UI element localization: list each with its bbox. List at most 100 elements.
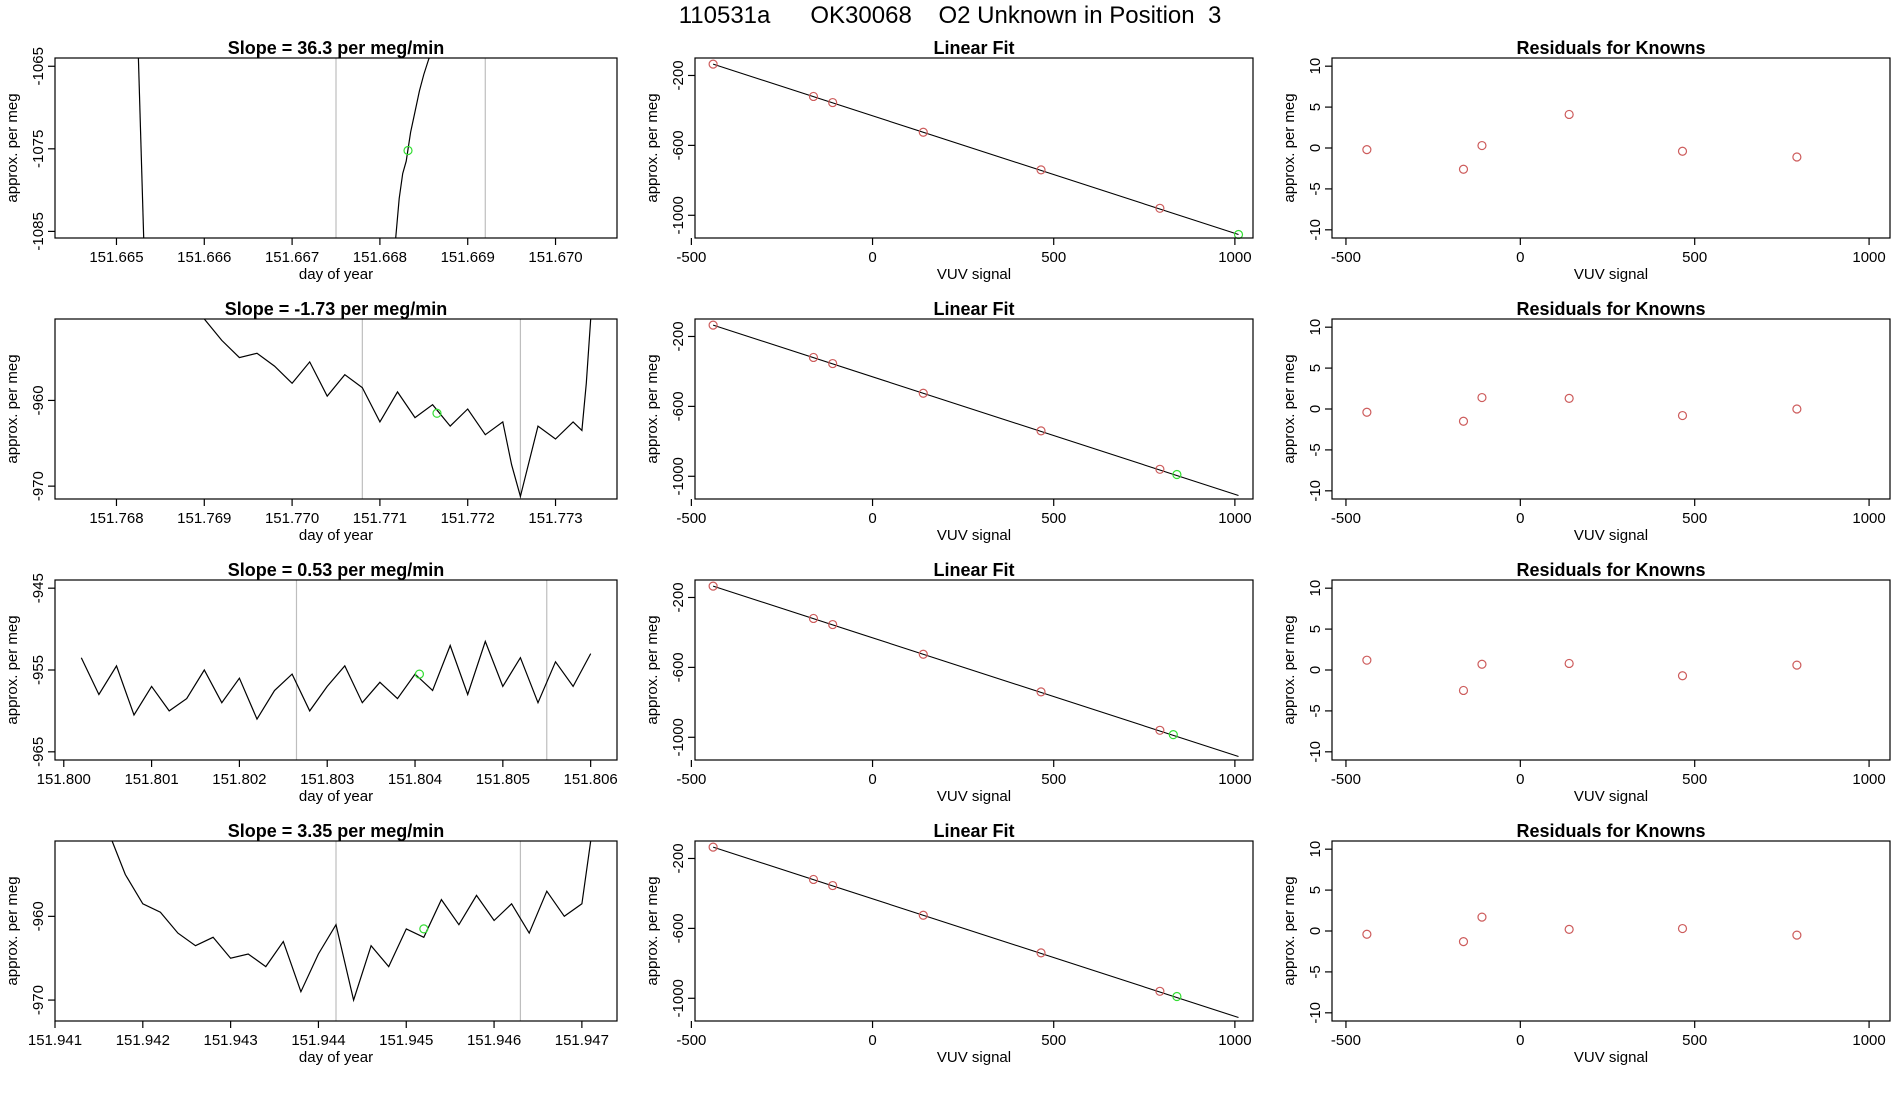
residuals-r2-xtick-label-3: 1000: [1852, 510, 1885, 527]
residuals-r4-title: Residuals for Knowns: [1516, 821, 1705, 841]
linear-fit-r4-known-point-3: [918, 910, 928, 920]
time-series-r1-trace-right: [395, 58, 430, 238]
residuals-r3-ytick-label-4: -10: [1307, 741, 1324, 763]
linear-fit-r4-known-point-2: [828, 880, 838, 891]
time-series-r3-xtick-label-1: 151.801: [124, 771, 178, 788]
residuals-r2-residual-point-2: [1477, 392, 1487, 403]
time-series-r4-xtick-label-2: 151.943: [204, 1032, 258, 1049]
linear-fit-r2-frame: [694, 318, 1254, 500]
linear-fit-r3-fit-line: [712, 585, 1239, 758]
time-series-r2-ytick-label-1: -970: [30, 471, 47, 501]
linear-fit-r4-xtick-label-0: -500: [676, 1032, 706, 1049]
linear-fit-r1-ylabel: approx. per meg: [644, 93, 661, 202]
residuals-r4-residual-point-1: [1458, 937, 1469, 947]
residuals-r3-ylabel: approx. per meg: [1281, 615, 1298, 724]
residuals-r1-residual-point-3: [1564, 109, 1574, 120]
residuals-r4-ytick-label-2: 0: [1307, 927, 1324, 935]
linear-fit-r4-frame: [694, 840, 1254, 1022]
linear-fit-r4-ytick-label-2: -1000: [670, 979, 687, 1017]
time-series-r3-unknown-marker: [414, 669, 425, 679]
time-series-r3-title: Slope = 0.53 per meg/min: [228, 560, 445, 580]
linear-fit-r1-xtick-label-2: 500: [1041, 249, 1066, 266]
linear-fit-r4-ylabel: approx. per meg: [644, 876, 661, 985]
residuals-r3-ytick-label-3: -5: [1307, 704, 1324, 717]
residuals-r3-residual-point-2: [1477, 659, 1487, 669]
time-series-r1-unknown-marker: [403, 145, 413, 156]
residuals-r2-ytick-label-0: 10: [1307, 319, 1324, 336]
linear-fit-r4-known-point-0: [708, 842, 718, 852]
residuals-r1-ytick-label-1: 5: [1307, 103, 1324, 111]
residuals-r1-frame: [1331, 57, 1891, 239]
time-series-r1-ytick-label-1: -1075: [30, 130, 47, 168]
linear-fit-r1-xtick-label-1: 0: [868, 249, 876, 266]
linear-fit-r4-unknown-marker: [1172, 991, 1182, 1002]
time-series-r1-trace-left: [137, 58, 145, 238]
linear-fit-r3-frame: [694, 579, 1254, 761]
linear-fit-r4-ytick-label-0: -200: [670, 843, 687, 873]
residuals-r1-ytick-label-2: 0: [1307, 144, 1324, 152]
linear-fit-r2-known-point-3: [918, 388, 928, 398]
time-series-r4-ytick-label-0: -960: [30, 901, 47, 931]
linear-fit-r1-known-point-2: [828, 97, 838, 108]
linear-fit-r2-known-point-2: [828, 358, 838, 369]
residuals-r4-xlabel: VUV signal: [1574, 1049, 1648, 1066]
linear-fit-r2-known-point-0: [708, 320, 718, 330]
linear-fit-r3-known-point-5: [1155, 725, 1165, 735]
linear-fit-r4-xtick-label-3: 1000: [1218, 1032, 1251, 1049]
linear-fit-r1-frame: [694, 57, 1254, 239]
time-series-r2-xtick-label-3: 151.771: [353, 510, 407, 527]
residuals-r3-xtick-label-0: -500: [1331, 771, 1361, 788]
residuals-r1-xtick-label-1: 0: [1516, 249, 1524, 266]
time-series-r4-xtick-label-0: 151.941: [28, 1032, 82, 1049]
residuals-r3-residual-point-3: [1564, 658, 1574, 669]
residuals-r2-ytick-label-1: 5: [1307, 364, 1324, 372]
residuals-r2-residual-point-3: [1564, 393, 1574, 403]
linear-fit-r3-xtick-label-1: 0: [868, 771, 876, 788]
linear-fit-r3-xtick-label-0: -500: [676, 771, 706, 788]
time-series-r3-trace: [80, 639, 592, 721]
time-series-r3-xtick-label-2: 151.802: [212, 771, 266, 788]
linear-fit-r2-xtick-label-0: -500: [676, 510, 706, 527]
residuals-r1-residual-point-4: [1677, 146, 1688, 156]
linear-fit-r3-known-point-3: [918, 649, 928, 659]
run-id: 110531a: [678, 2, 771, 29]
time-series-r3-xtick-label-4: 151.804: [388, 771, 442, 788]
linear-fit-r3-xlabel: VUV signal: [937, 788, 1011, 805]
residuals-r1-ylabel: approx. per meg: [1281, 93, 1298, 202]
linear-fit-r4-known-point-1: [808, 874, 819, 885]
time-series-r3-xtick-label-5: 151.805: [476, 771, 530, 788]
linear-fit-r2-ytick-label-2: -1000: [670, 457, 687, 495]
residuals-r4-xtick-label-3: 1000: [1852, 1032, 1885, 1049]
linear-fit-r4-xlabel: VUV signal: [937, 1049, 1011, 1066]
time-series-r2-ylabel: approx. per meg: [4, 354, 21, 463]
linear-fit-r4-known-point-4: [1036, 948, 1046, 958]
time-series-r3-ytick-label-2: -965: [30, 737, 47, 767]
linear-fit-r4-known-point-5: [1155, 986, 1165, 996]
residuals-r3-ytick-label-1: 5: [1307, 625, 1324, 633]
residuals-r3-xlabel: VUV signal: [1574, 788, 1648, 805]
time-series-r2-ytick-label-0: -960: [30, 385, 47, 415]
time-series-r2-title: Slope = -1.73 per meg/min: [225, 299, 448, 319]
linear-fit-r3-ytick-label-0: -200: [670, 582, 687, 612]
time-series-r2-xtick-label-4: 151.772: [441, 510, 495, 527]
time-series-r4-xtick-label-5: 151.946: [467, 1032, 521, 1049]
residuals-r4-ylabel: approx. per meg: [1281, 876, 1298, 985]
residuals-r1-residual-point-1: [1458, 164, 1469, 174]
linear-fit-r1-known-point-0: [708, 59, 718, 69]
time-series-r4-title: Slope = 3.35 per meg/min: [228, 821, 445, 841]
residuals-r1-ytick-label-4: -10: [1307, 219, 1324, 241]
time-series-r1-ytick-label-0: -1065: [30, 47, 47, 85]
linear-fit-r3-xtick-label-2: 500: [1041, 771, 1066, 788]
residuals-r1-ytick-label-0: 10: [1307, 58, 1324, 75]
linear-fit-r1-ytick-label-1: -600: [670, 130, 687, 160]
residuals-r4-frame: [1331, 840, 1891, 1022]
page-title: 110531a OK30068 O2 Unknown in Position 3: [0, 2, 1900, 30]
position-label: O2 Unknown in Position 3: [938, 2, 1222, 29]
residuals-r4-ytick-label-3: -5: [1307, 965, 1324, 978]
time-series-r3-ytick-label-1: -955: [30, 655, 47, 685]
linear-fit-r2-fit-line: [712, 324, 1239, 497]
residuals-r1-xtick-label-0: -500: [1331, 249, 1361, 266]
residuals-r4-xtick-label-2: 500: [1682, 1032, 1707, 1049]
linear-fit-r2-unknown-marker: [1172, 469, 1182, 480]
